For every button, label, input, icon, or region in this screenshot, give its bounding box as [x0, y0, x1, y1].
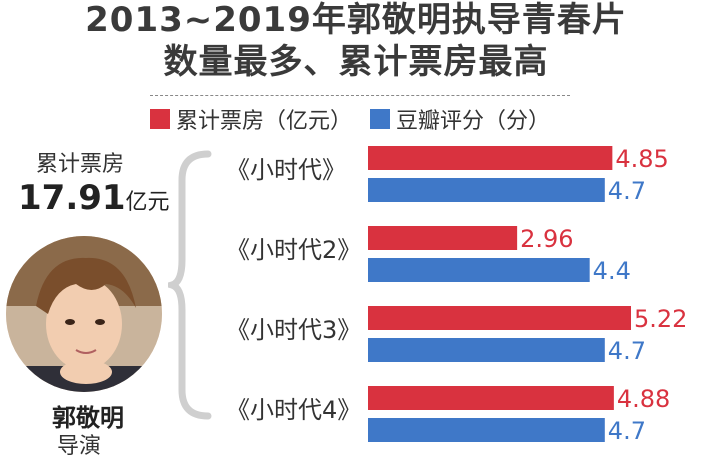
chart-title-line2: 数量最多、累计票房最高: [163, 42, 549, 82]
legend-label-rating: 豆瓣评分（分）: [396, 109, 551, 134]
category-label-1: 《小时代》: [226, 156, 346, 184]
legend: 累计票房（亿元） 豆瓣评分（分）: [150, 104, 568, 134]
legend-label-box-office: 累计票房（亿元）: [176, 109, 353, 134]
rating-bar-2: [368, 258, 590, 282]
total-box-office-unit: 亿元: [125, 190, 170, 215]
rating-bar-4: [368, 418, 605, 442]
category-label-4: 《小时代4》: [226, 396, 362, 424]
legend-item-rating: 豆瓣评分（分）: [370, 103, 550, 135]
director-name: 郭敬明: [52, 404, 124, 432]
box-office-bar-1: [368, 146, 613, 170]
total-box-office-number: 17.91: [18, 178, 126, 218]
box-office-bar-3: [368, 306, 631, 330]
box-office-value-label-3: 5.22: [634, 305, 687, 333]
box-office-bar-2: [368, 226, 518, 250]
box-office-value-label-1: 4.85: [615, 145, 668, 173]
title-divider: [150, 95, 570, 96]
rating-value-label-3: 4.7: [608, 337, 646, 365]
legend-swatch-rating: [370, 109, 391, 129]
director-role: 导演: [57, 434, 102, 459]
rating-value-label-2: 4.4: [593, 257, 631, 285]
box-office-value-label-4: 4.88: [617, 385, 670, 413]
box-office-value-label-2: 2.96: [520, 225, 573, 253]
total-box-office-value: 17.91亿元: [18, 178, 170, 218]
box-office-bar-4: [368, 386, 614, 410]
rating-value-label-4: 4.7: [608, 417, 646, 445]
rating-bar-3: [368, 338, 605, 362]
category-label-2: 《小时代2》: [226, 236, 362, 264]
rating-bar-1: [368, 178, 605, 202]
legend-item-box-office: 累计票房（亿元）: [150, 103, 352, 135]
brace-graphic: [168, 150, 212, 420]
chart-title-line1: 2013~2019年郭敬明执导青春片: [85, 0, 627, 40]
legend-swatch-box-office: [150, 109, 170, 129]
category-label-3: 《小时代3》: [226, 316, 362, 344]
portrait-illustration: [6, 236, 162, 392]
total-box-office-label: 累计票房: [36, 152, 125, 177]
rating-value-label-1: 4.7: [608, 177, 646, 205]
director-portrait: [6, 236, 162, 392]
